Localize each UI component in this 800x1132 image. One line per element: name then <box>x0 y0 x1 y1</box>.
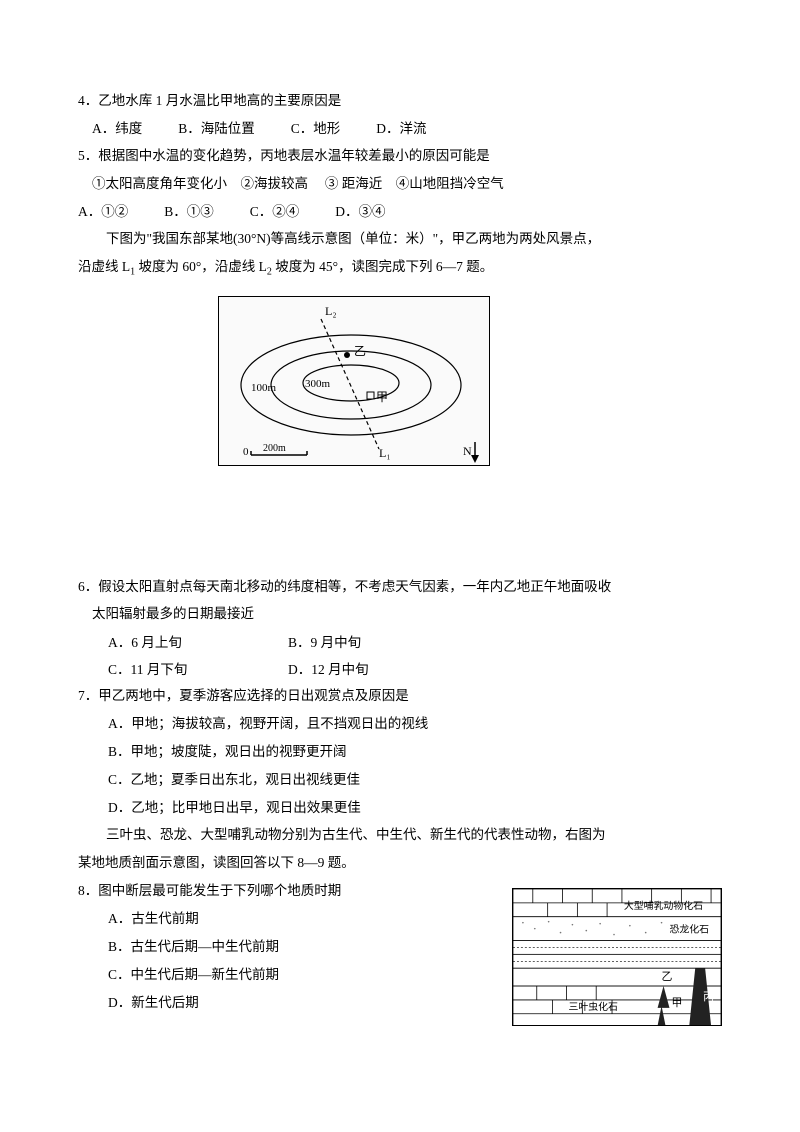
contour-map-figure: L₂ 乙 100m 300m 甲 0 200m L₁ N <box>218 296 490 466</box>
q6-opt-b[interactable]: B．9 月中旬 <box>288 629 468 656</box>
svg-text:恐龙化石: 恐龙化石 <box>669 922 709 935</box>
q6-opt-c[interactable]: C．11 月下旬 <box>108 656 288 683</box>
q7-opt-b[interactable]: B．甲地；坡度陡，观日出的视野更开阔 <box>108 738 722 765</box>
svg-text:200m: 200m <box>263 443 286 454</box>
q5-factors: ①太阳高度角年变化小 ②海拔较高 ③ 距海近 ④山地阻挡冷空气 <box>78 171 722 197</box>
q4-opt-c[interactable]: C．地形 <box>291 116 341 142</box>
q4-opt-b[interactable]: B．海陆位置 <box>178 116 255 142</box>
svg-text:0: 0 <box>243 446 249 458</box>
ctx-l2-suffix: 坡度为 45°，读图完成下列 6—7 题。 <box>272 259 493 274</box>
ctx-l2-prefix: 沿虚线 L <box>78 259 130 274</box>
q6-opt-a[interactable]: A．6 月上旬 <box>108 629 288 656</box>
q8-row: 8．图中断层最可能发生于下列哪个地质时期 A．古生代前期 B．古生代后期—中生代… <box>78 878 722 1026</box>
q4-opt-a[interactable]: A．纬度 <box>92 116 142 142</box>
q6-opt-d[interactable]: D．12 月中旬 <box>288 656 468 683</box>
q8-stem: 8．图中断层最可能发生于下列哪个地质时期 <box>78 878 504 904</box>
q4-opt-d[interactable]: D．洋流 <box>376 116 426 142</box>
q8-opt-d[interactable]: D．新生代后期 <box>108 989 504 1016</box>
svg-text:乙: 乙 <box>662 970 673 983</box>
context-8-9-line2: 某地地质剖面示意图，读图回答以下 8—9 题。 <box>78 850 722 876</box>
svg-text:甲: 甲 <box>671 997 682 1009</box>
context-8-9-line1: 三叶虫、恐龙、大型哺乳动物分别为古生代、中生代、新生代的代表性动物，右图为 <box>78 822 722 848</box>
q6-options: A．6 月上旬 B．9 月中旬 C．11 月下旬 D．12 月中旬 <box>78 629 722 683</box>
q8-opt-c[interactable]: C．中生代后期—新生代前期 <box>108 961 504 988</box>
geology-section-figure: 大型哺乳动物化石 恐龙化石 乙 <box>512 888 722 1026</box>
q5-opt-a[interactable]: A．①② <box>78 199 128 225</box>
q7-options: A．甲地；海拔较高，视野开阔，且不挡观日出的视线 B．甲地；坡度陡，观日出的视野… <box>78 710 722 821</box>
svg-text:丙: 丙 <box>703 991 714 1003</box>
q8-opt-a[interactable]: A．古生代前期 <box>108 905 504 932</box>
q8-opt-b[interactable]: B．古生代后期—中生代前期 <box>108 933 504 960</box>
context-6-7-line2: 沿虚线 L1 坡度为 60°，沿虚线 L2 坡度为 45°，读图完成下列 6—7… <box>78 254 722 282</box>
q5-opt-b[interactable]: B．①③ <box>164 199 214 225</box>
q4-stem: 4．乙地水库 1 月水温比甲地高的主要原因是 <box>78 88 722 114</box>
q6-stem-line2: 太阳辐射最多的日期最接近 <box>78 601 722 627</box>
q7-stem: 7．甲乙两地中，夏季游客应选择的日出观赏点及原因是 <box>78 683 722 709</box>
q8-right: 大型哺乳动物化石 恐龙化石 乙 <box>512 888 722 1026</box>
q5-opt-d[interactable]: D．③④ <box>335 199 385 225</box>
q7-opt-d[interactable]: D．乙地；比甲地日出早，观日出效果更佳 <box>108 794 722 821</box>
q7-opt-c[interactable]: C．乙地；夏季日出东北，观日出视线更佳 <box>108 766 722 793</box>
svg-text:N: N <box>463 444 472 458</box>
q5-stem: 5．根据图中水温的变化趋势，丙地表层水温年较差最小的原因可能是 <box>78 143 722 169</box>
spacer <box>78 526 722 574</box>
q6-stem-line1: 6．假设太阳直射点每天南北移动的纬度相等，不考虑天气因素，一年内乙地正午地面吸收 <box>78 574 722 600</box>
q4-options: A．纬度 B．海陆位置 C．地形 D．洋流 <box>78 116 722 142</box>
context-6-7-line1: 下图为"我国东部某地(30°N)等高线示意图（单位：米）"，甲乙两地为两处风景点… <box>78 226 722 252</box>
q8-options: A．古生代前期 B．古生代后期—中生代前期 C．中生代后期—新生代前期 D．新生… <box>78 905 504 1016</box>
svg-text:L₂: L₂ <box>325 304 337 318</box>
ctx-l2-mid: 坡度为 60°，沿虚线 L <box>135 259 267 274</box>
svg-text:L₁: L₁ <box>379 446 391 460</box>
q5-opt-c[interactable]: C．②④ <box>250 199 300 225</box>
q5-options: A．①② B．①③ C．②④ D．③④ <box>78 199 722 225</box>
svg-text:大型哺乳动物化石: 大型哺乳动物化石 <box>624 899 703 912</box>
q7-opt-a[interactable]: A．甲地；海拔较高，视野开阔，且不挡观日出的视线 <box>108 710 722 737</box>
svg-text:甲: 甲 <box>376 390 388 404</box>
svg-text:三叶虫化石: 三叶虫化石 <box>568 1000 618 1013</box>
svg-text:100m: 100m <box>251 382 277 394</box>
svg-text:乙: 乙 <box>354 344 366 358</box>
figure-1-container: L₂ 乙 100m 300m 甲 0 200m L₁ N <box>78 296 722 466</box>
q8-left: 8．图中断层最可能发生于下列哪个地质时期 A．古生代前期 B．古生代后期—中生代… <box>78 878 504 1018</box>
svg-text:300m: 300m <box>305 378 331 390</box>
